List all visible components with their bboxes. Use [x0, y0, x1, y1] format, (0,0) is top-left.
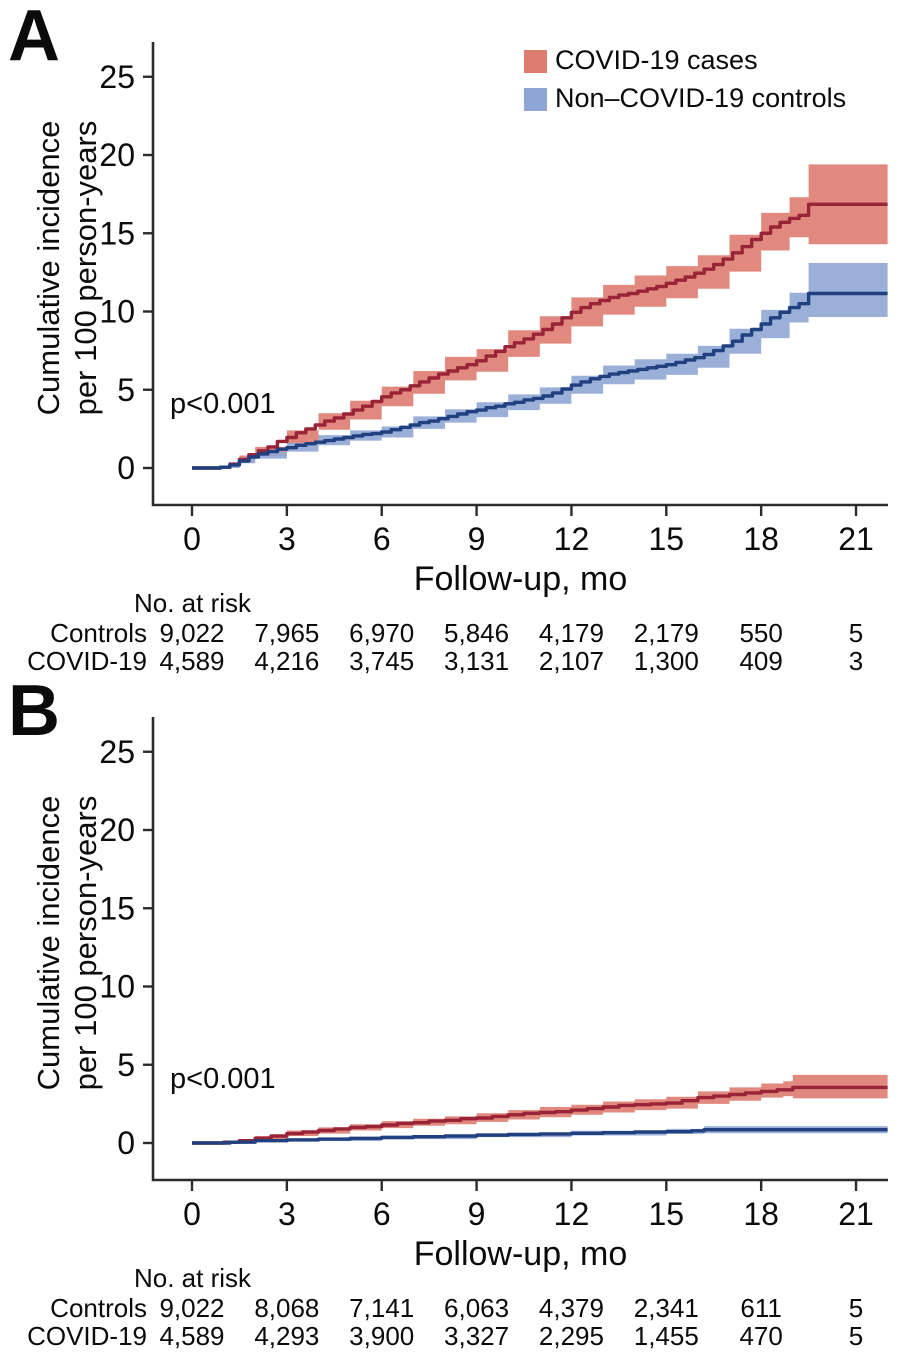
y-tick-label-a: 25 — [99, 59, 135, 95]
curve-cases-b — [192, 1085, 888, 1145]
x-axis-label-a: Follow-up, mo — [414, 560, 628, 598]
risk-title-b: No. at risk — [134, 1263, 252, 1293]
axis-a — [151, 42, 888, 507]
x-tick-label-a: 3 — [278, 521, 296, 557]
risk-cell-b-1-0: 4,589 — [159, 1321, 225, 1351]
risk-cell-b-1-1: 4,293 — [254, 1321, 320, 1351]
legend-swatch-controls — [524, 88, 547, 111]
risk-cell-b-0-4: 4,379 — [538, 1293, 604, 1323]
panel-a-label: A — [8, 0, 60, 76]
ci-band-cases-a — [192, 164, 888, 468]
x-tick-label-a: 9 — [468, 521, 486, 557]
x-tick-label-b: 15 — [649, 1196, 685, 1232]
y-tick-label-b: 20 — [99, 812, 135, 848]
axis-b — [151, 717, 888, 1182]
x-tick-label-b: 0 — [183, 1196, 201, 1232]
risk-cell-a-1-4: 2,107 — [538, 646, 604, 676]
risk-cell-a-0-1: 7,965 — [254, 618, 320, 648]
x-axis-label-b: Follow-up, mo — [414, 1235, 628, 1273]
x-tick-label-b: 21 — [838, 1196, 874, 1232]
curve-controls-a — [192, 291, 888, 470]
risk-cell-b-1-7: 5 — [848, 1321, 864, 1351]
risk-title-a: No. at risk — [134, 588, 252, 618]
risk-cell-b-0-2: 7,141 — [349, 1293, 415, 1323]
x-tick-label-a: 0 — [183, 521, 201, 557]
risk-row-label-a-0: Controls — [50, 618, 147, 648]
risk-cell-a-0-6: 550 — [739, 618, 783, 648]
risk-cell-a-0-4: 4,179 — [538, 618, 604, 648]
risk-cell-a-1-1: 4,216 — [254, 646, 320, 676]
risk-cell-a-0-2: 6,970 — [349, 618, 415, 648]
risk-cell-a-1-0: 4,589 — [159, 646, 225, 676]
curve-controls-b — [192, 1128, 888, 1145]
risk-cell-a-1-5: 1,300 — [633, 646, 699, 676]
risk-table-a: No. at risk Controls 9,022 7,965 6,970 5,846 4… — [0, 588, 900, 676]
y-tick-label-b: 0 — [117, 1125, 135, 1161]
x-tick-label-a: 18 — [743, 521, 779, 557]
risk-cell-a-0-7: 5 — [848, 618, 864, 648]
panel-a: A Cumulative incidence per 100 person-ye… — [0, 0, 900, 676]
risk-cell-b-1-2: 3,900 — [349, 1321, 415, 1351]
risk-row-label-a-1: COVID-19 — [27, 646, 147, 676]
risk-row-label-b-0: Controls — [50, 1293, 147, 1323]
y-tick-label-b: 10 — [99, 969, 135, 1005]
curve-cases-a — [192, 202, 888, 470]
risk-cell-b-1-4: 2,295 — [538, 1321, 604, 1351]
y-tick-label-b: 25 — [99, 734, 135, 770]
p-value-b: p<0.001 — [170, 1063, 276, 1095]
y-tick-label-a: 20 — [99, 137, 135, 173]
risk-cell-b-1-3: 3,327 — [444, 1321, 510, 1351]
x-tick-label-a: 12 — [554, 521, 590, 557]
risk-cell-a-1-3: 3,131 — [444, 646, 510, 676]
risk-row-label-b-1: COVID-19 — [27, 1321, 147, 1351]
risk-cell-a-1-2: 3,745 — [349, 646, 415, 676]
risk-cell-b-0-1: 8,068 — [254, 1293, 320, 1323]
chart-canvas-b: 0 5 10 15 20 25 0 3 6 9 12 15 18 21 Follow-up, mo p<0.0… — [99, 717, 888, 1273]
x-tick-label-b: 3 — [278, 1196, 296, 1232]
legend-swatch-cases — [524, 50, 547, 73]
ci-band-controls-a — [192, 263, 888, 468]
risk-cell-b-0-0: 9,022 — [159, 1293, 225, 1323]
x-tick-label-b: 9 — [468, 1196, 486, 1232]
risk-cell-a-1-6: 409 — [739, 646, 783, 676]
risk-cell-b-1-6: 470 — [739, 1321, 783, 1351]
p-value-a: p<0.001 — [170, 388, 276, 420]
y-tick-label-a: 15 — [99, 215, 135, 251]
y-tick-label-a: 0 — [117, 450, 135, 486]
y-tick-label-b: 15 — [99, 890, 135, 926]
y-tick-label-b: 5 — [117, 1047, 135, 1083]
panel-b-label: B — [8, 671, 60, 751]
legend-label-cases: COVID-19 cases — [555, 45, 758, 75]
risk-cell-b-0-3: 6,063 — [444, 1293, 510, 1323]
risk-cell-b-1-5: 1,455 — [633, 1321, 699, 1351]
x-tick-label-a: 21 — [838, 521, 874, 557]
risk-cell-b-0-5: 2,341 — [633, 1293, 699, 1323]
chart-canvas-a: 0 5 10 15 20 25 0 3 6 9 12 15 18 21 Follow-up, mo p<0.0… — [99, 42, 888, 598]
risk-cell-a-0-3: 5,846 — [444, 618, 510, 648]
risk-cell-b-0-6: 611 — [740, 1293, 782, 1323]
risk-cell-a-1-7: 3 — [848, 646, 864, 676]
panel-b: B Cumulative incidence per 100 person-ye… — [0, 675, 900, 1351]
x-tick-label-b: 18 — [743, 1196, 779, 1232]
x-tick-label-a: 15 — [649, 521, 685, 557]
y-tick-label-a: 10 — [99, 294, 135, 330]
x-tick-label-b: 12 — [554, 1196, 590, 1232]
risk-table-b: No. at risk Controls 9,022 8,068 7,141 6,063 4… — [0, 1263, 900, 1351]
legend-label-controls: Non–COVID-19 controls — [555, 83, 846, 113]
risk-cell-b-0-7: 5 — [848, 1293, 864, 1323]
risk-cell-a-0-0: 9,022 — [159, 618, 225, 648]
y-tick-label-a: 5 — [117, 372, 135, 408]
x-tick-label-b: 6 — [373, 1196, 391, 1232]
x-tick-label-a: 6 — [373, 521, 391, 557]
risk-cell-a-0-5: 2,179 — [633, 618, 699, 648]
